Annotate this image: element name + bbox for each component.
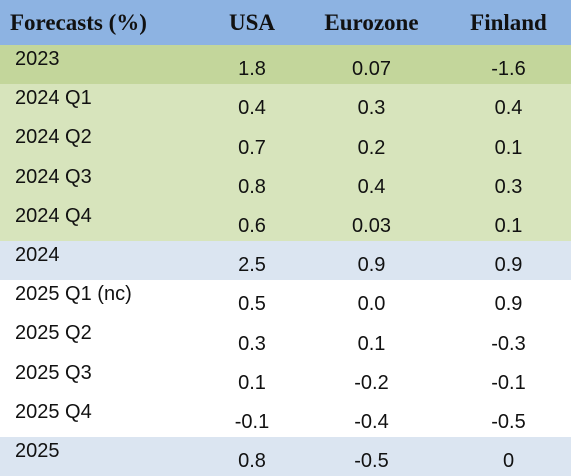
- cell-usa: 1.8: [207, 45, 297, 85]
- cell-eurozone: 0.07: [297, 45, 446, 85]
- table-row: 2024 Q3 0.8 0.4 0.3: [0, 162, 571, 202]
- row-label: 2024 Q1: [0, 84, 207, 124]
- table-row: 2023 1.8 0.07 -1.6: [0, 45, 571, 85]
- row-label: 2024: [0, 240, 207, 281]
- cell-finland: -0.3: [446, 319, 571, 359]
- row-label: 2024 Q4: [0, 201, 207, 241]
- cell-eurozone: 0.3: [297, 84, 446, 124]
- table-row: 2025 Q1 (nc) 0.5 0.0 0.9: [0, 280, 571, 320]
- table-row: 2024 Q2 0.7 0.2 0.1: [0, 123, 571, 163]
- cell-eurozone: 0.1: [297, 319, 446, 359]
- cell-eurozone: 0.9: [297, 240, 446, 281]
- table-row: 2025 Q3 0.1 -0.2 -0.1: [0, 358, 571, 398]
- table-row: 2025 0.8 -0.5 0: [0, 436, 571, 476]
- row-label: 2025: [0, 436, 207, 476]
- cell-finland: -0.1: [446, 358, 571, 398]
- header-row: Forecasts (%) USA Eurozone Finland: [0, 0, 571, 45]
- cell-eurozone: 0.2: [297, 123, 446, 163]
- header-cell-usa: USA: [207, 0, 297, 45]
- cell-usa: 0.1: [207, 358, 297, 398]
- row-label: 2024 Q2: [0, 123, 207, 163]
- cell-finland: 0: [446, 436, 571, 476]
- cell-usa: -0.1: [207, 397, 297, 437]
- header-cell-finland: Finland: [446, 0, 571, 45]
- cell-finland: -1.6: [446, 45, 571, 85]
- header-cell-forecasts: Forecasts (%): [0, 0, 207, 45]
- cell-usa: 0.4: [207, 84, 297, 124]
- row-label: 2024 Q3: [0, 162, 207, 202]
- cell-eurozone: -0.5: [297, 436, 446, 476]
- cell-finland: -0.5: [446, 397, 571, 437]
- row-label: 2025 Q3: [0, 358, 207, 398]
- cell-finland: 0.9: [446, 280, 571, 320]
- table-row: 2025 Q2 0.3 0.1 -0.3: [0, 319, 571, 359]
- cell-usa: 0.7: [207, 123, 297, 163]
- cell-usa: 0.8: [207, 162, 297, 202]
- cell-finland: 0.4: [446, 84, 571, 124]
- table-row: 2025 Q4 -0.1 -0.4 -0.5: [0, 397, 571, 437]
- table-row: 2024 2.5 0.9 0.9: [0, 240, 571, 281]
- cell-eurozone: -0.2: [297, 358, 446, 398]
- cell-eurozone: 0.0: [297, 280, 446, 320]
- row-label: 2025 Q2: [0, 319, 207, 359]
- cell-finland: 0.1: [446, 123, 571, 163]
- table-row: 2024 Q4 0.6 0.03 0.1: [0, 201, 571, 241]
- cell-usa: 0.6: [207, 201, 297, 241]
- cell-usa: 0.3: [207, 319, 297, 359]
- table-body: 2023 1.8 0.07 -1.6 2024 Q1 0.4 0.3 0.4 2024 Q2 0.…: [0, 45, 571, 476]
- cell-finland: 0.9: [446, 240, 571, 281]
- row-label: 2025 Q4: [0, 397, 207, 437]
- table-row: 2024 Q1 0.4 0.3 0.4: [0, 84, 571, 124]
- cell-usa: 0.5: [207, 280, 297, 320]
- row-label: 2023: [0, 45, 207, 85]
- cell-usa: 2.5: [207, 240, 297, 281]
- row-label: 2025 Q1 (nc): [0, 280, 207, 320]
- cell-finland: 0.3: [446, 162, 571, 202]
- cell-eurozone: -0.4: [297, 397, 446, 437]
- cell-eurozone: 0.03: [297, 201, 446, 241]
- cell-usa: 0.8: [207, 436, 297, 476]
- cell-finland: 0.1: [446, 201, 571, 241]
- cell-eurozone: 0.4: [297, 162, 446, 202]
- header-cell-eurozone: Eurozone: [297, 0, 446, 45]
